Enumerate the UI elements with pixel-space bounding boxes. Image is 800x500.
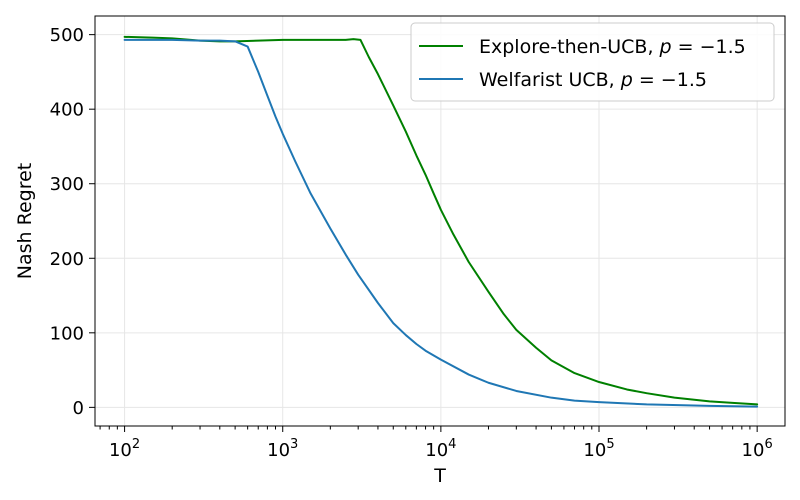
y-tick-label: 100 <box>50 323 84 344</box>
y-tick-label: 300 <box>50 174 84 195</box>
legend-label-2: Welfarist UCB, p = −1.5 <box>479 69 707 91</box>
x-tick-label: 106 <box>742 437 773 461</box>
plot-frame <box>94 15 786 427</box>
x-tick-label: 103 <box>267 437 298 461</box>
y-tick-label: 0 <box>73 398 84 419</box>
y-axis-label: Nash Regret <box>14 163 36 279</box>
legend-label-1: Explore-then-UCB, p = −1.5 <box>479 36 746 58</box>
x-tick-label: 105 <box>583 437 614 461</box>
x-axis-label: T <box>433 465 446 487</box>
y-tick-label: 400 <box>50 100 84 121</box>
series-line-2 <box>123 38 759 408</box>
y-axis: 0 100 200 300 400 500 <box>50 25 95 419</box>
y-tick-label: 200 <box>50 249 84 270</box>
x-tick-label: 104 <box>425 437 456 461</box>
legend-frame <box>410 22 775 102</box>
y-tick-label: 500 <box>50 25 84 46</box>
x-axis: 102 103 104 105 106 <box>99 426 773 461</box>
x-tick-label: 102 <box>109 437 140 461</box>
series-layer <box>123 35 759 408</box>
series-line-1 <box>123 35 759 406</box>
legend: Explore-then-UCB, p = −1.5 Welfarist UCB,… <box>410 22 775 102</box>
